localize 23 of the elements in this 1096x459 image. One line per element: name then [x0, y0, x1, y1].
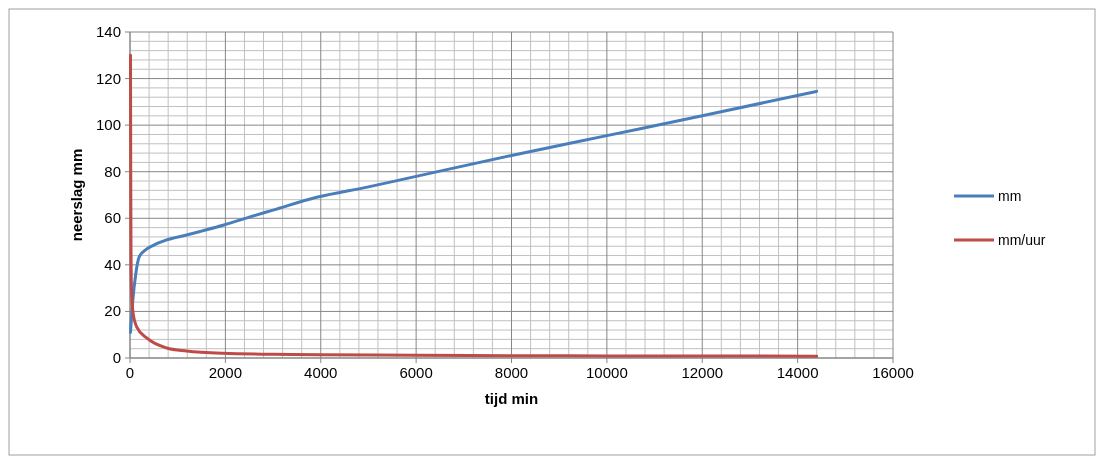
- y-tick-label: 140: [95, 23, 121, 40]
- y-tick-label: 80: [104, 162, 121, 180]
- x-tick-label: 14000: [776, 364, 819, 381]
- x-axis-title: tijd min: [484, 390, 539, 407]
- y-tick-label: 0: [112, 349, 121, 366]
- legend-label: mm/uur: [998, 232, 1046, 248]
- legend-label: mm: [998, 188, 1022, 204]
- x-tick-label: 4000: [304, 364, 338, 381]
- x-tick-label: 6000: [399, 364, 433, 381]
- y-tick-label: 100: [95, 116, 121, 134]
- x-tick-label: 16000: [872, 364, 914, 381]
- y-tick-label: 20: [104, 302, 121, 320]
- x-tick-label: 12000: [681, 364, 724, 381]
- x-tick-label: 0: [125, 364, 135, 381]
- line-series: [128, 89, 819, 334]
- y-tick-label: 120: [95, 69, 121, 87]
- y-tick-label: 60: [104, 209, 121, 227]
- line-series: [128, 53, 819, 358]
- x-tick-label: 8000: [494, 364, 529, 381]
- x-tick-label: 10000: [586, 364, 628, 381]
- y-tick-label: 40: [104, 255, 121, 273]
- x-tick-label: 2000: [208, 364, 243, 381]
- y-axis-title: neerslag mm: [68, 148, 85, 242]
